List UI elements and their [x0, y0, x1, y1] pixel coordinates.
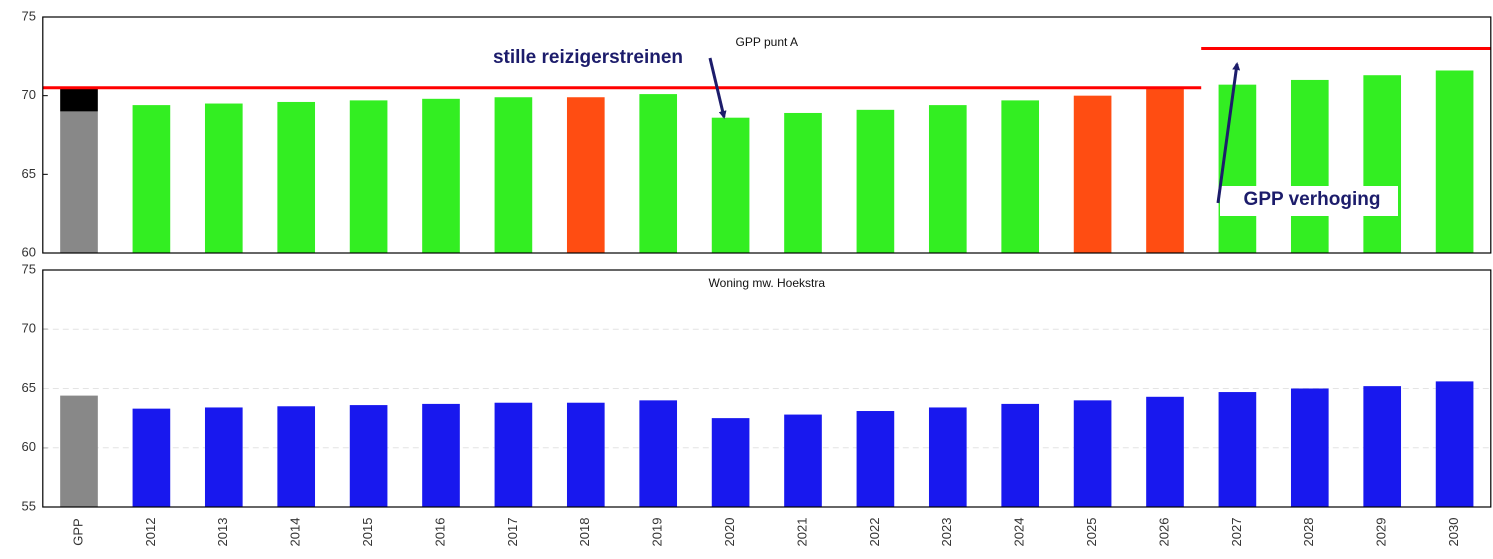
chart-subtitle: GPP punt A — [736, 35, 799, 49]
y-tick-label: 60 — [22, 439, 36, 454]
x-tick-label: 2020 — [722, 518, 737, 547]
plot-frame — [42, 16, 1492, 254]
y-tick-label: 55 — [22, 498, 36, 513]
x-tick-label: 2018 — [577, 518, 592, 547]
y-tick-label: 60 — [22, 244, 36, 259]
x-tick-label: 2017 — [505, 518, 520, 547]
bar — [60, 87, 98, 112]
annotation: GPP verhoging — [1244, 189, 1381, 210]
x-tick-label: 2029 — [1374, 518, 1389, 547]
x-tick-label: 2027 — [1229, 518, 1244, 547]
annotation-arrow — [1216, 62, 1241, 204]
bar — [784, 112, 822, 254]
bar — [566, 97, 605, 254]
x-tick-label: 2022 — [867, 518, 882, 547]
bar — [494, 97, 533, 254]
bar — [204, 103, 243, 254]
plot-frame — [42, 269, 1492, 508]
bar — [1290, 79, 1329, 253]
bar — [422, 98, 460, 254]
bar — [1363, 386, 1402, 507]
x-tick-label: 2016 — [432, 518, 447, 547]
y-tick-label: 70 — [22, 321, 36, 336]
x-tick-label: 2019 — [650, 518, 665, 547]
bar — [639, 94, 678, 254]
annotation-arrow — [708, 57, 727, 119]
x-tick-label: 2015 — [360, 518, 375, 547]
bar — [1218, 392, 1257, 507]
bar — [1435, 70, 1474, 253]
y-tick-label: 75 — [22, 8, 36, 23]
bar — [711, 117, 750, 254]
bar — [928, 407, 967, 507]
x-tick-label: 2014 — [288, 518, 303, 547]
bar — [856, 109, 895, 254]
bar — [856, 411, 895, 507]
bar — [277, 406, 316, 507]
bar — [132, 408, 171, 507]
y-tick-label: 65 — [22, 166, 36, 181]
bar — [277, 101, 316, 254]
x-tick-label: 2021 — [794, 518, 809, 547]
bar — [928, 105, 967, 254]
bar — [1146, 87, 1184, 253]
bar — [349, 100, 388, 254]
x-tick-label: 2025 — [1084, 518, 1099, 547]
x-tick-label: 2024 — [1012, 518, 1027, 547]
bar — [711, 418, 750, 507]
x-tick-label: 2026 — [1156, 518, 1171, 547]
x-tick-label: 2028 — [1301, 518, 1316, 547]
x-tick-label: 2013 — [215, 518, 230, 547]
y-tick-label: 65 — [22, 380, 36, 395]
annotation-bg — [1220, 186, 1398, 216]
bar — [1218, 84, 1257, 253]
y-tick-label: 70 — [22, 87, 36, 102]
bar — [784, 414, 822, 507]
bar — [1001, 100, 1040, 254]
bar — [60, 111, 98, 254]
bar — [204, 407, 243, 507]
bar — [1073, 95, 1112, 254]
bar — [1001, 403, 1040, 507]
bar — [494, 402, 533, 507]
bar — [1290, 388, 1329, 507]
annotation: stille reizigerstreinen — [493, 47, 683, 68]
bar — [639, 400, 678, 507]
bar — [422, 403, 460, 507]
x-tick-label: 2012 — [143, 518, 158, 547]
x-tick-label: GPP — [70, 518, 85, 545]
bar — [1073, 400, 1112, 507]
bar — [132, 105, 171, 254]
bar — [566, 402, 605, 507]
chart-subtitle: Woning mw. Hoekstra — [709, 276, 826, 290]
bar — [1363, 75, 1402, 253]
x-tick-label: 2023 — [939, 518, 954, 547]
bar — [1435, 381, 1474, 507]
bar — [60, 395, 98, 507]
bar — [349, 405, 388, 507]
x-tick-label: 2030 — [1446, 518, 1461, 547]
bar — [1146, 396, 1184, 507]
y-tick-label: 75 — [22, 261, 36, 276]
